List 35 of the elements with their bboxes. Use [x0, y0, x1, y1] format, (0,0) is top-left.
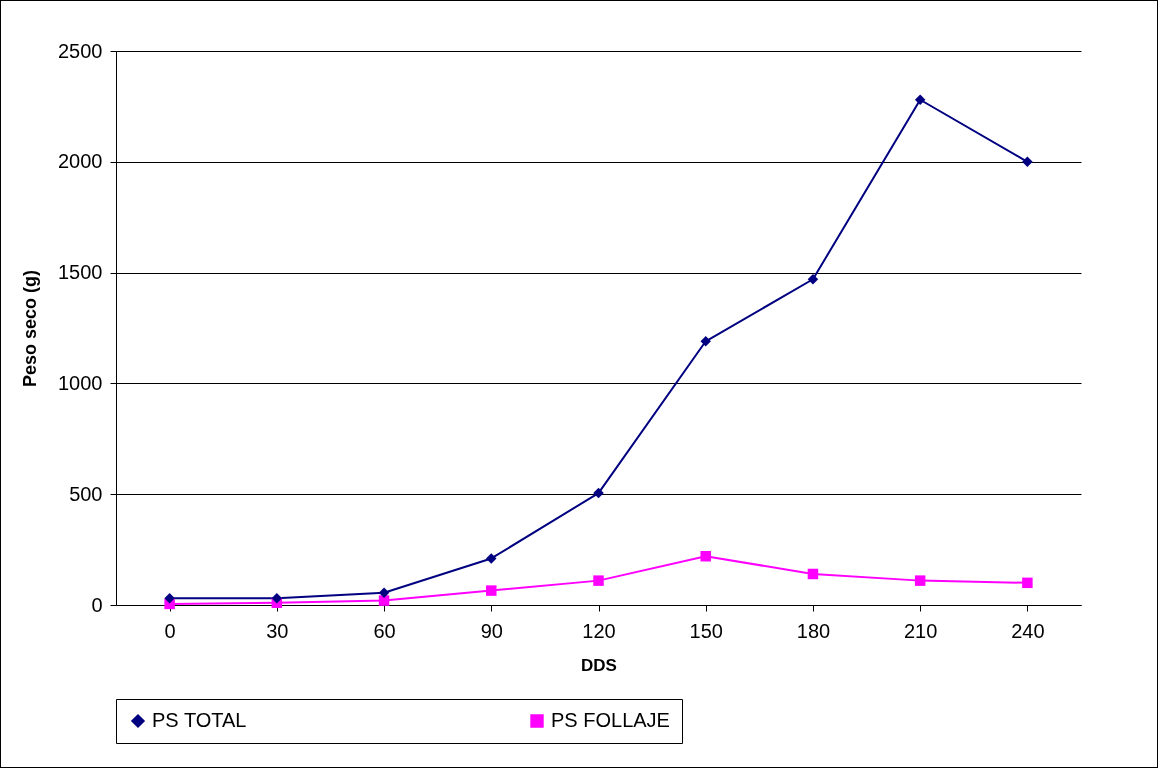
y-tick-label: 1500: [58, 261, 103, 284]
x-tick-label: 150: [689, 619, 723, 642]
y-tick-label: 500: [69, 482, 103, 505]
point: [914, 575, 926, 586]
point: [914, 94, 926, 105]
point: [1022, 156, 1033, 168]
x-axis-title: DDS: [581, 655, 617, 675]
point: [378, 595, 390, 606]
point: [807, 568, 819, 580]
point: [807, 274, 819, 285]
point: [1022, 577, 1033, 589]
x-tick-label: 60: [373, 619, 396, 642]
point: [486, 553, 497, 564]
x-tick-label: 0: [164, 619, 176, 642]
point: [486, 585, 497, 596]
x-tick-label: 30: [266, 619, 289, 642]
y-tick-label: 0: [91, 593, 103, 616]
point: [378, 587, 390, 599]
x-tick-label: 90: [480, 619, 503, 642]
y-tick-label: 2000: [58, 150, 103, 173]
y-tick-label: 1000: [58, 371, 103, 394]
legend-label: PS FOLLAJE: [551, 709, 670, 731]
x-tick-label: 180: [796, 619, 831, 642]
x-tick-label: 210: [903, 619, 938, 642]
point: [593, 575, 604, 586]
x-tick-label: 240: [1011, 619, 1045, 642]
y-axis-title: Peso seco (g): [20, 269, 41, 388]
point: [700, 336, 711, 347]
y-tick-label: 2500: [58, 39, 103, 62]
legend-label: PS TOTAL: [152, 709, 247, 731]
point: [271, 593, 283, 604]
point: [164, 593, 175, 604]
point: [593, 487, 604, 499]
x-tick-label: 120: [582, 619, 616, 642]
point: [700, 551, 711, 562]
